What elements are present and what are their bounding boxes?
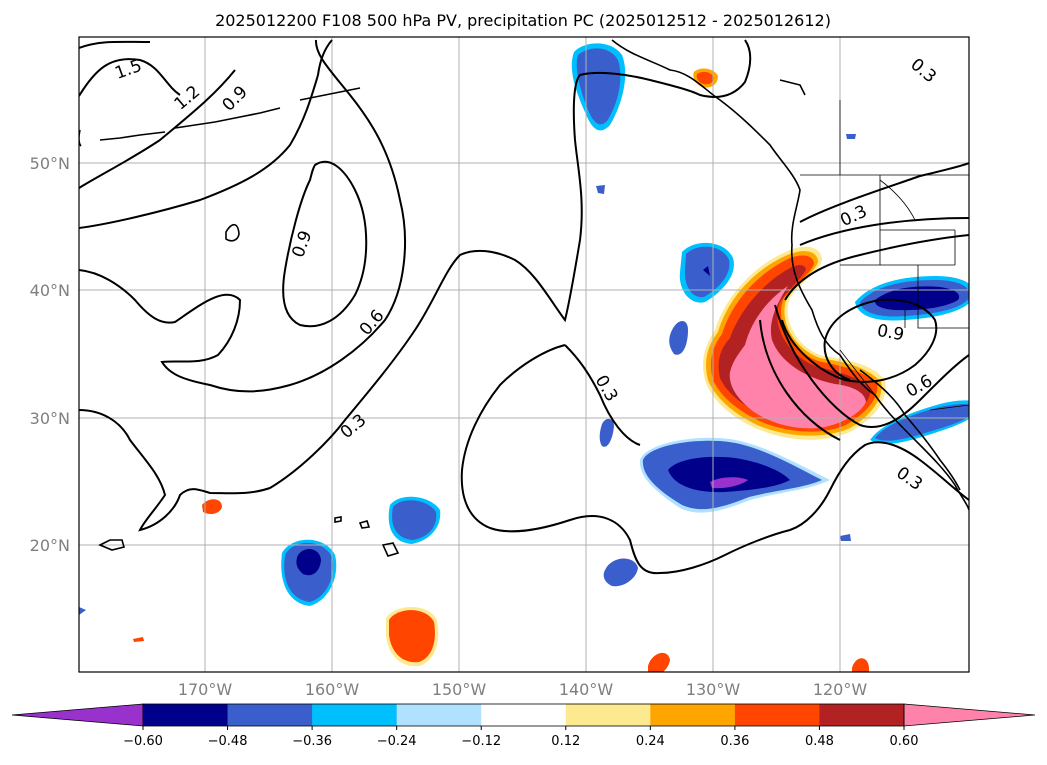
colorbar-bin — [650, 704, 736, 726]
colorbar-bin — [819, 704, 905, 726]
lon-label: 170°W — [178, 680, 233, 699]
colorbar-frame — [142, 703, 905, 727]
lon-label: 140°W — [559, 680, 614, 699]
neg-anomaly-small-2 — [599, 418, 614, 447]
neg-anomaly-small-3 — [603, 558, 638, 587]
colorbar-tick-label: −0.12 — [461, 734, 501, 749]
colorbar-bin — [734, 704, 820, 726]
neg-anomaly-small-1 — [669, 321, 688, 355]
figure-title: 2025012200 F108 500 hPa PV, precipitatio… — [215, 11, 831, 30]
colorbar-tick-label: 0.24 — [636, 734, 665, 749]
colorbar-tick-label: 0.12 — [551, 734, 580, 749]
colorbar-tick-label: 0.60 — [890, 734, 919, 749]
colorbar-bin — [227, 704, 313, 726]
lat-label: 20°N — [30, 536, 70, 555]
colorbar-bin — [565, 704, 651, 726]
colorbar-extend-high — [903, 703, 1036, 727]
colorbar-tick-label: 0.36 — [720, 734, 749, 749]
coastlines — [79, 39, 969, 557]
longitude-labels: 170°W 160°W 150°W 140°W 130°W 120°W — [178, 680, 868, 699]
colorbar-bin — [143, 704, 229, 726]
colorbar-bin — [481, 704, 567, 726]
pos-anomaly-alaska — [693, 68, 718, 88]
lat-label: 50°N — [30, 154, 70, 173]
neg-anomaly-baja — [870, 400, 969, 444]
map-panel: 1.5 1.2 0.9 0.9 0.6 0.3 0.3 0.3 0.9 0.6 … — [78, 36, 970, 673]
pv-contours — [79, 39, 969, 575]
colorbar-tick-label: −0.36 — [292, 734, 332, 749]
lat-label: 30°N — [30, 409, 70, 428]
lon-label: 160°W — [305, 680, 360, 699]
neg-anomaly-great-basin — [855, 276, 969, 321]
colorbar-tick-label: 0.48 — [805, 734, 834, 749]
colorbar-extend-low — [11, 703, 144, 727]
neg-anomaly-hawaii — [388, 496, 441, 544]
colorbar-bin — [396, 704, 482, 726]
colorbar-bin — [312, 704, 398, 726]
colorbar-tick-label: −0.60 — [123, 734, 163, 749]
neg-anomaly-west-hawaii — [281, 539, 337, 606]
pv-label: 0.9 — [875, 321, 905, 345]
colorbar-tick-label: −0.24 — [377, 734, 417, 749]
colorbar: −0.60 −0.48 −0.36 −0.24 −0.12 0.12 0.24 0.36 0.4… — [11, 703, 1036, 749]
political-borders — [800, 100, 969, 411]
latitude-labels: 50°N 40°N 30°N 20°N — [30, 154, 70, 555]
gridlines — [79, 37, 969, 672]
lon-label: 120°W — [813, 680, 868, 699]
colorbar-tick-label: −0.48 — [208, 734, 248, 749]
neg-anomaly-subtropical — [639, 437, 830, 513]
neg-anomaly-offshore-40n — [679, 242, 734, 303]
map-frame — [78, 36, 970, 673]
lat-label: 40°N — [30, 281, 70, 300]
precipitation-shading — [79, 43, 969, 672]
pos-anomaly-south — [133, 499, 869, 672]
lon-label: 130°W — [686, 680, 741, 699]
neg-anomaly-bc-coast — [571, 43, 626, 131]
lon-label: 150°W — [432, 680, 487, 699]
